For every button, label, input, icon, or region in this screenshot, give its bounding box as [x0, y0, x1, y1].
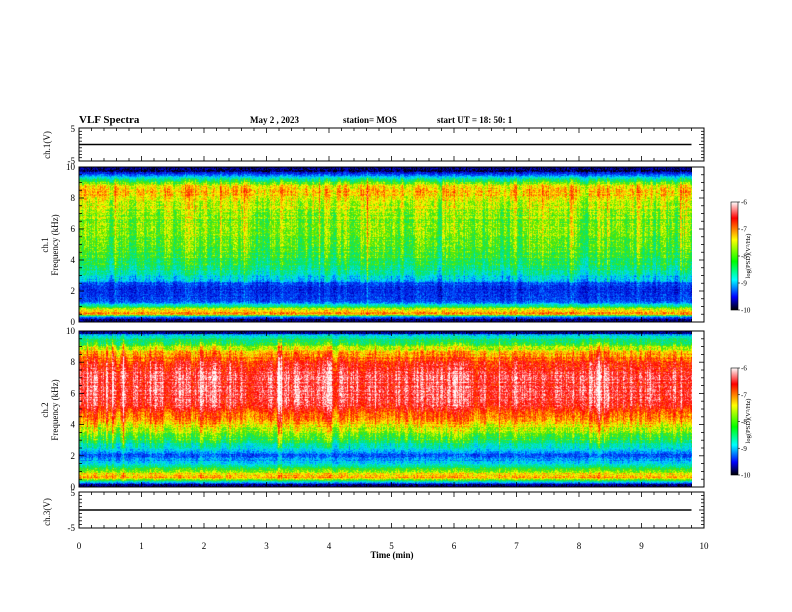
colorbar-scale [730, 367, 739, 476]
ch1-channel-label: ch.1 [40, 237, 50, 252]
colorbar-tick-label: -6 [741, 365, 747, 373]
frequency-tick-label: 10 [66, 162, 76, 172]
time-tick-label: 9 [639, 541, 644, 551]
time-tick-label: 6 [452, 541, 457, 551]
frequency-tick-label: 6 [71, 224, 76, 234]
colorbars: -6 -7 -8 -9 -10 -6 -7 -8 -9 -10 [730, 199, 751, 480]
time-tick-label: 8 [577, 541, 582, 551]
time-tick-label: 1 [139, 541, 144, 551]
ch1-waveform-ylabel: ch.1(V) [42, 131, 52, 159]
y-tick-label: -5 [68, 523, 76, 533]
time-tick-label: 2 [202, 541, 207, 551]
colorbar-tick-label: -6 [741, 199, 747, 207]
colorbar-tick-label: -9 [741, 280, 747, 288]
ch1-frequency-ylabel: Frequency (kHz) [50, 214, 60, 275]
time-tick-label: 3 [264, 541, 269, 551]
colorbar-scale [730, 201, 739, 311]
frequency-tick-label: 4 [71, 420, 76, 430]
date-label: May 2 , 2023 [250, 115, 299, 125]
ch2-colorbar-label: log(PSD)(V²/Hz) [745, 399, 752, 444]
ch2-channel-label: ch.2 [40, 402, 50, 417]
colorbar-tick-label: -8 [741, 253, 747, 261]
frequency-tick-label: 2 [71, 286, 76, 296]
ch1-colorbar-label: log(PSD)(V²/Hz) [745, 234, 752, 279]
ch1-spectrogram-panel: 0 2 4 6 8 10 [66, 162, 705, 327]
colorbar-tick-label: -9 [741, 445, 747, 453]
x-axis-label: Time (min) [370, 550, 413, 560]
colorbar-tick-label: -8 [741, 418, 747, 426]
y-tick-label: -5 [68, 156, 76, 166]
colorbar-tick-label: -7 [741, 391, 747, 399]
start-time-label: start UT = 18: 50: 1 [437, 115, 513, 125]
ch2-frequency-ylabel: Frequency (kHz) [50, 379, 60, 440]
time-tick-label: 0 [77, 541, 82, 551]
frequency-tick-label: 0 [71, 482, 76, 492]
time-tick-label: 4 [327, 541, 332, 551]
time-tick-label: 7 [514, 541, 519, 551]
figure-title: VLF Spectra [79, 114, 140, 126]
spectrogram-heatmap [79, 331, 692, 487]
y-tick-label: 5 [71, 488, 76, 498]
ch3-waveform-panel: 5 -5 [68, 488, 705, 533]
time-axis: 0 1 2 3 4 5 6 7 8 9 10 [77, 541, 709, 551]
frequency-tick-label: 8 [71, 193, 76, 203]
frequency-tick-label: 8 [71, 357, 76, 367]
station-label: station= MOS [343, 115, 397, 125]
colorbar-tick-label: -10 [741, 472, 751, 480]
time-tick-label: 5 [389, 541, 394, 551]
y-tick-label: 5 [71, 124, 76, 134]
colorbar-tick-label: -7 [741, 226, 747, 234]
ch2-spectrogram-panel: 0 2 4 6 8 10 [66, 326, 705, 492]
ch3-waveform-ylabel: ch.3(V) [42, 498, 52, 526]
frequency-tick-label: 4 [71, 255, 76, 265]
frequency-tick-label: 10 [66, 326, 76, 336]
time-tick-label: 10 [700, 541, 710, 551]
frequency-tick-label: 6 [71, 388, 76, 398]
colorbar-tick-label: -10 [741, 307, 751, 315]
ch1-waveform-panel: 5 -5 [68, 124, 705, 166]
spectrogram-heatmap [79, 167, 692, 322]
frequency-tick-label: 2 [71, 451, 76, 461]
frequency-tick-label: 0 [71, 317, 76, 327]
